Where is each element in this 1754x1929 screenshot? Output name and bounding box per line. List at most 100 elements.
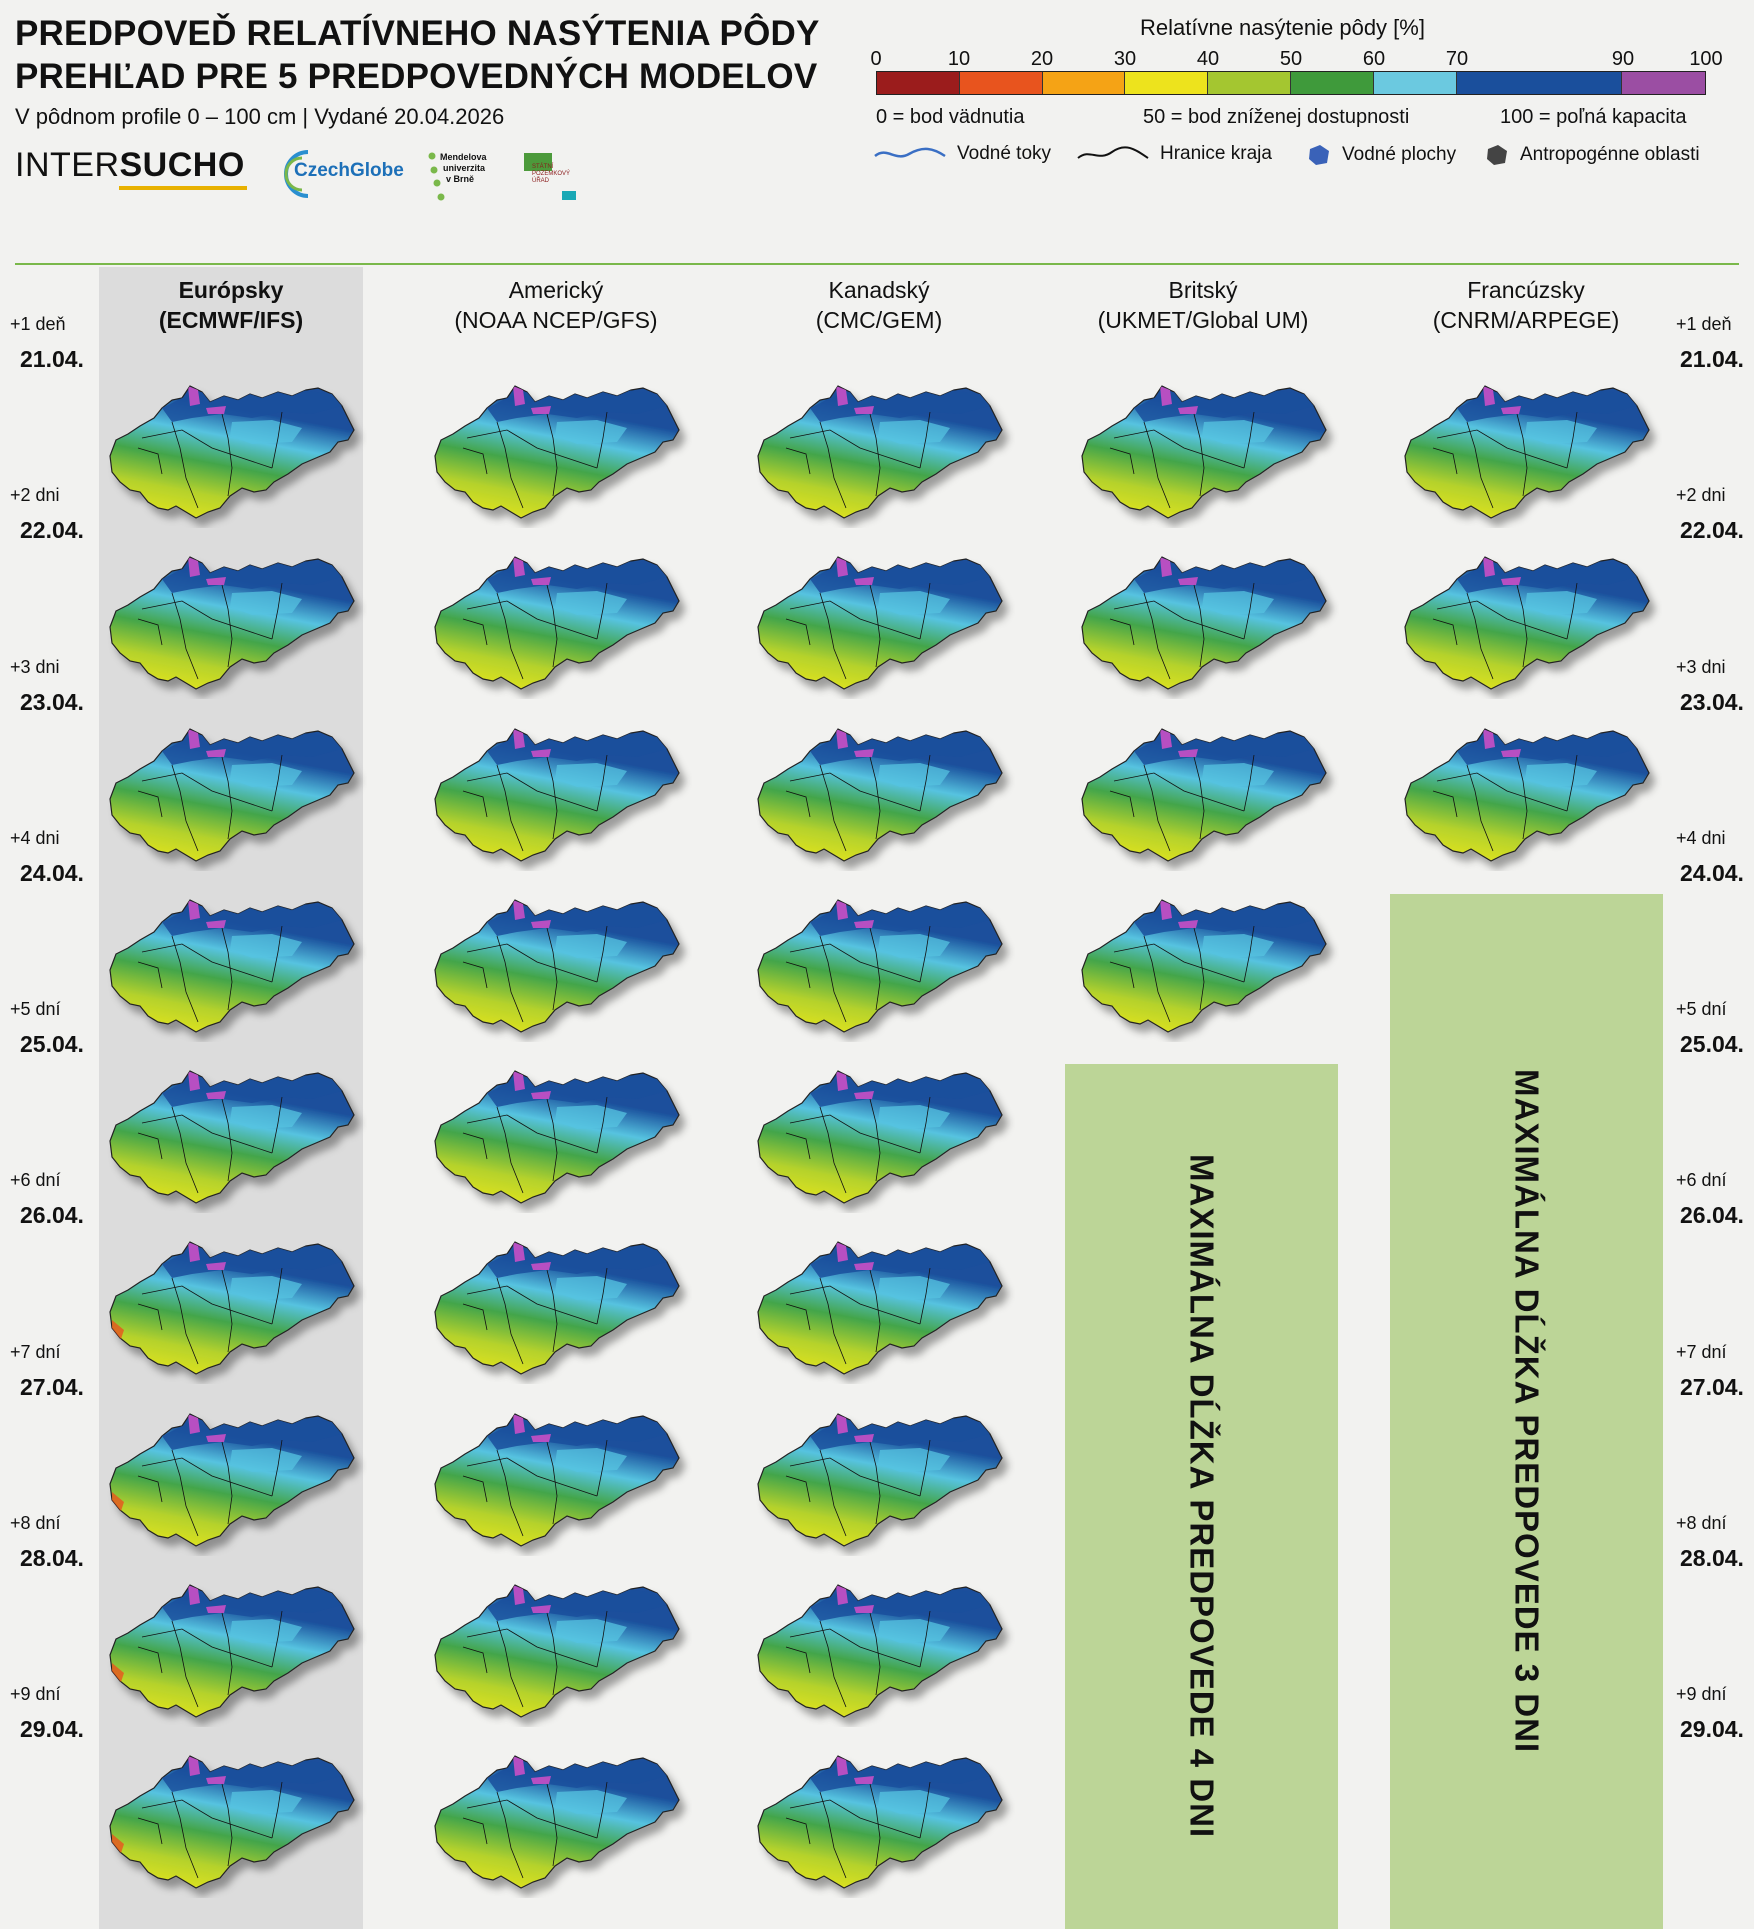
colorbar-tick-label: 50 [1279, 48, 1303, 70]
day-offset-left: +7 dní [10, 1341, 61, 1362]
soil-saturation-map [109, 1583, 355, 1718]
model-name: Európsky [178, 277, 284, 303]
day-date-right: 21.04. [1680, 346, 1744, 372]
urban-area-icon [1487, 145, 1507, 165]
model-name: Francúzsky [1467, 277, 1585, 303]
model-code: (CMC/GEM) [815, 307, 943, 333]
day-date-left: 29.04. [20, 1716, 84, 1742]
day-date-right: 28.04. [1680, 1544, 1744, 1571]
day-offset-left: +4 dni [10, 827, 60, 848]
day-date-right: 29.04. [1680, 1716, 1744, 1742]
day-date-right: 27.04. [1680, 1373, 1744, 1400]
colorbar-tick-label: 70 [1445, 48, 1469, 70]
day-date-left: 28.04. [20, 1544, 84, 1571]
soil-saturation-map [757, 1583, 1003, 1718]
model-name: Britský [1168, 277, 1238, 303]
soil-saturation-map [1404, 727, 1650, 862]
logo-text-thin: INTER [15, 146, 120, 184]
colorbar-tick-label: 10 [947, 48, 971, 70]
soil-saturation-map [109, 1755, 355, 1889]
legend-title: Relatívne nasýtenie pôdy [%] [1140, 15, 1425, 40]
colorbar-class-90-100 [1622, 72, 1705, 94]
legend-symbol-label: Vodné plochy [1342, 144, 1457, 165]
colorbar-tick-label: 20 [1030, 48, 1054, 70]
day-offset-right: +5 dní [1676, 999, 1727, 1019]
soil-saturation-map [757, 1755, 1003, 1889]
day-date-right: 26.04. [1680, 1202, 1744, 1229]
soil-saturation-map [434, 1412, 680, 1547]
day-date-right: 25.04. [1680, 1031, 1744, 1057]
colorbar-tick-label: 30 [1113, 48, 1137, 70]
day-date-left: 27.04. [20, 1373, 84, 1400]
day-offset-right: +8 dní [1676, 1512, 1727, 1533]
colorbar-class-50-60 [1290, 72, 1374, 94]
day-offset-right: +6 dní [1676, 1170, 1727, 1191]
header-divider [15, 263, 1739, 265]
soil-saturation-map [434, 1583, 680, 1718]
day-offset-right: +4 dni [1676, 827, 1726, 848]
czechglobe-logo-mark [284, 150, 309, 198]
soil-saturation-map [434, 556, 680, 690]
soil-saturation-map [757, 1070, 1003, 1204]
max-forecast-length-text: MAXIMÁLNA DĹŽKA PREDPOVEDE 3 DNI [1508, 1069, 1546, 1754]
model-code: (UKMET/Global UM) [1097, 307, 1309, 333]
legend-symbol-water: Vodné plochy [1306, 143, 1456, 167]
soil-saturation-map [109, 385, 355, 519]
model-header: Európsky (ECMWF/IFS) [96, 275, 366, 335]
legend-note-reduced: 50 = bod zníženej dostupnosti [1143, 106, 1410, 128]
day-offset-left: +5 dní [10, 999, 61, 1019]
soil-saturation-map [109, 1412, 355, 1547]
day-offset-left: +9 dní [10, 1684, 61, 1704]
colorbar-class-10-20 [959, 72, 1043, 94]
soil-saturation-map [1404, 556, 1650, 690]
day-date-left: 26.04. [20, 1202, 84, 1229]
day-date-left: 21.04. [20, 346, 84, 372]
model-code: (NOAA NCEP/GFS) [454, 307, 658, 333]
legend-symbol-urban: Antropogénne oblasti [1484, 143, 1700, 167]
intersucho-logo: INTERSUCHO [15, 146, 245, 185]
title-line-2: PREHĽAD PRE 5 PREDPOVEDNÝCH MODELOV [15, 57, 818, 96]
soil-saturation-map [109, 1241, 355, 1375]
day-offset-left: +8 dní [10, 1512, 61, 1533]
legend-symbol-label: Antropogénne oblasti [1520, 144, 1700, 165]
legend-symbol-label: Vodné toky [957, 143, 1052, 164]
day-offset-right: +7 dní [1676, 1341, 1727, 1362]
colorbar [876, 71, 1706, 95]
soil-saturation-map [1404, 385, 1650, 519]
soil-saturation-map [434, 1070, 680, 1204]
soil-saturation-map [434, 1241, 680, 1375]
logo-text-bold: SUCHO [119, 146, 245, 184]
soil-saturation-map [757, 385, 1003, 519]
legend-note-capacity: 100 = poľná kapacita [1500, 106, 1687, 128]
model-header: Francúzsky (CNRM/ARPEGE) [1391, 275, 1661, 335]
border-line-icon [1077, 146, 1149, 159]
river-line-icon [874, 147, 946, 158]
spu-logo: STÁTNÍ POZEMKOVÝ ÚŘAD [532, 164, 571, 184]
soil-saturation-map [109, 898, 355, 1033]
soil-saturation-map [757, 1241, 1003, 1375]
day-offset-left: +6 dní [10, 1170, 61, 1191]
legend-symbol-borders: Hranice kraja [1076, 143, 1272, 165]
intersucho-logo-underline [119, 186, 247, 190]
colorbar-class-60-70 [1373, 72, 1457, 94]
day-offset-right: +1 deň [1676, 314, 1732, 334]
day-offset-left: +1 deň [10, 314, 66, 334]
day-offset-right: +3 dni [1676, 656, 1726, 677]
model-name: Americký [508, 277, 604, 303]
subtitle: V pôdnom profile 0 – 100 cm | Vydané 20.… [15, 104, 505, 129]
soil-saturation-map [434, 898, 680, 1033]
title-line-1: PREDPOVEĎ RELATÍVNEHO NASÝTENIA PÔDY [15, 14, 820, 53]
soil-saturation-map [434, 385, 680, 519]
mendelu-line-1: Mendelova [440, 152, 487, 162]
max-forecast-length-panel: MAXIMÁLNA DĹŽKA PREDPOVEDE 4 DNI [1065, 1064, 1338, 1929]
mendelu-logo: Mendelova univerzita v Brně [428, 152, 487, 185]
czechglobe-logo: CzechGlobe [294, 160, 404, 181]
soil-saturation-map [1081, 898, 1327, 1033]
model-code: (CNRM/ARPEGE) [1432, 307, 1620, 333]
max-forecast-length-panel: MAXIMÁLNA DĹŽKA PREDPOVEDE 3 DNI [1390, 894, 1663, 1929]
day-offset-left: +2 dni [10, 485, 60, 506]
colorbar-class-30-40 [1125, 72, 1209, 94]
soil-saturation-map [109, 727, 355, 862]
model-code: (ECMWF/IFS) [158, 307, 304, 333]
max-forecast-length-text: MAXIMÁLNA DĹŽKA PREDPOVEDE 4 DNI [1183, 1154, 1221, 1839]
